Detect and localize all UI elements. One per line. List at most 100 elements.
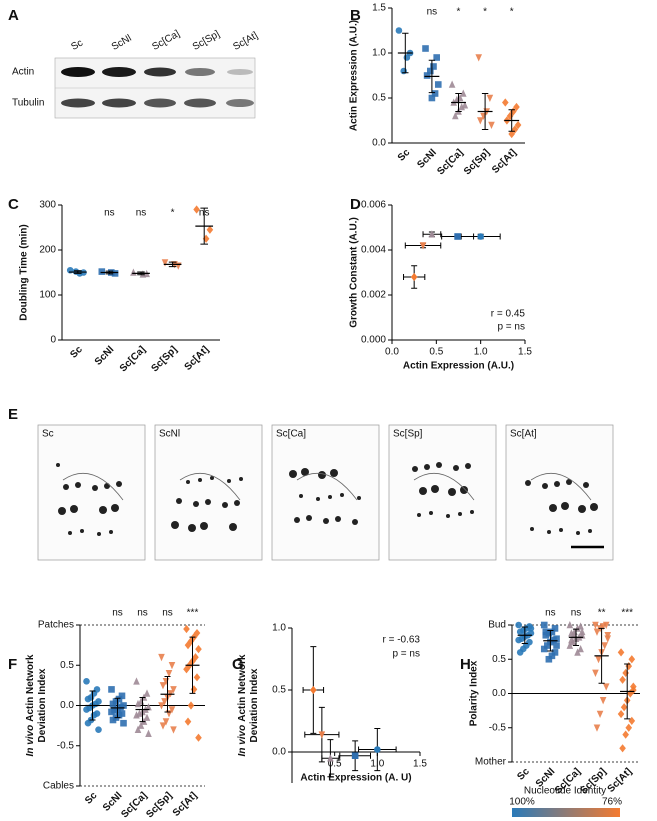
- actin-patch: [193, 501, 199, 507]
- point: [542, 628, 550, 636]
- y-tick-label: 0.0: [272, 747, 286, 758]
- y-tick-label: 200: [39, 245, 56, 256]
- x-tick-label: Sc[At]: [606, 766, 635, 795]
- micrograph-label: Sc[At]: [510, 429, 537, 440]
- point: [488, 121, 495, 129]
- significance-label: ns: [112, 608, 123, 619]
- blot-image: [54, 57, 256, 119]
- point: [184, 717, 192, 726]
- significance-label: ns: [199, 208, 210, 219]
- point: [193, 673, 201, 682]
- point: [161, 259, 169, 267]
- point: [516, 628, 524, 636]
- point: [108, 686, 115, 693]
- actin-patch: [200, 522, 208, 530]
- y-tick-label: Cables: [43, 781, 74, 792]
- point: [601, 642, 608, 650]
- point: [577, 644, 584, 653]
- point: [448, 80, 456, 88]
- panel-letter: H: [460, 656, 471, 673]
- y-tick-label: 0.006: [361, 200, 386, 211]
- actin-patch: [429, 511, 433, 515]
- actin-patch: [210, 476, 214, 480]
- legend-gradient: [512, 808, 620, 817]
- actin-patch: [56, 463, 60, 467]
- micrograph-label: ScNl: [159, 429, 180, 440]
- actin-patch: [436, 462, 442, 468]
- actin-patch: [222, 502, 228, 508]
- point: [628, 655, 636, 664]
- actin-patch: [576, 531, 580, 535]
- point: [428, 94, 436, 102]
- y-axis-label: Actin Expression (A.U.): [349, 20, 360, 131]
- point: [143, 713, 151, 721]
- actin-patch: [340, 493, 344, 497]
- actin-cable: [413, 472, 475, 501]
- x-tick-label: ScNl: [93, 344, 117, 368]
- actin-cable: [530, 472, 592, 501]
- point: [133, 711, 140, 719]
- point: [427, 67, 434, 75]
- x-axis-label: Actin Expression (A.U.): [403, 361, 514, 372]
- point: [574, 648, 581, 656]
- actin-patch: [294, 517, 300, 523]
- y-tick-label: 0.5: [492, 654, 506, 665]
- actin-patch: [229, 523, 237, 531]
- blot-lane-label: Sc[At]: [231, 30, 260, 53]
- annotation: r = -0.63: [382, 635, 420, 646]
- point: [183, 665, 190, 674]
- y-tick-label: 1.0: [372, 48, 386, 59]
- point: [145, 729, 152, 737]
- x-tick-label: Sc[At]: [171, 790, 200, 819]
- point: [514, 120, 522, 130]
- x-tick-label: Sc: [83, 790, 100, 807]
- micrograph: [388, 424, 497, 561]
- actin-patch: [460, 486, 468, 494]
- point: [310, 685, 317, 695]
- point: [596, 710, 604, 719]
- actin-cable: [62, 472, 124, 501]
- actin-patch: [111, 504, 119, 512]
- point: [133, 677, 140, 685]
- y-axis-label: Growth Constant (A.U.): [349, 217, 360, 328]
- point: [98, 268, 106, 275]
- point: [551, 625, 559, 632]
- y-tick-label: 100: [39, 290, 56, 301]
- point: [475, 54, 483, 62]
- x-tick-label: 0.5: [429, 347, 443, 358]
- point: [428, 230, 436, 238]
- point: [433, 54, 440, 61]
- x-tick-label: Sc[At]: [490, 147, 519, 176]
- point: [599, 623, 607, 631]
- point: [568, 636, 575, 644]
- point: [134, 725, 142, 733]
- actin-patch: [171, 521, 179, 529]
- actin-patch: [205, 499, 211, 505]
- legend-title: Nucleotide Identity: [524, 786, 606, 797]
- point: [595, 655, 602, 664]
- point: [619, 675, 626, 684]
- point: [423, 72, 431, 79]
- actin-patch: [188, 524, 196, 532]
- point: [84, 719, 92, 727]
- point: [511, 125, 519, 134]
- panel-letter: A: [8, 7, 19, 24]
- point: [502, 98, 509, 107]
- annotation: p = ns: [497, 322, 525, 333]
- point: [619, 744, 626, 753]
- actin-patch: [566, 479, 572, 485]
- actin-patch: [58, 507, 66, 515]
- point: [120, 719, 127, 727]
- significance-label: ns: [136, 208, 147, 219]
- point: [109, 700, 117, 708]
- actin-cable: [179, 472, 241, 501]
- point: [617, 709, 625, 719]
- point: [410, 272, 418, 282]
- point: [419, 242, 427, 250]
- micrograph: [154, 424, 263, 561]
- point: [515, 636, 522, 644]
- actin-patch: [583, 482, 589, 488]
- significance-label: *: [457, 7, 461, 18]
- actin-patch: [465, 463, 471, 469]
- micrograph: [271, 424, 380, 561]
